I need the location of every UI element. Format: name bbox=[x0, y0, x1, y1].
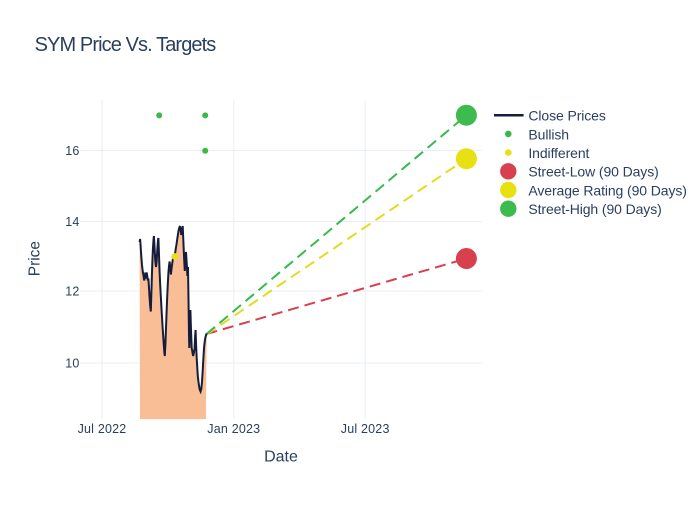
svg-text:Jan 2023: Jan 2023 bbox=[207, 422, 260, 436]
svg-text:Street-Low (90 Days): Street-Low (90 Days) bbox=[528, 164, 658, 180]
svg-text:16: 16 bbox=[65, 144, 79, 158]
svg-text:Average Rating (90 Days): Average Rating (90 Days) bbox=[528, 182, 686, 198]
svg-text:Price: Price bbox=[26, 241, 43, 276]
svg-text:14: 14 bbox=[65, 215, 79, 229]
svg-text:Date: Date bbox=[264, 449, 298, 466]
svg-text:Close Prices: Close Prices bbox=[528, 108, 605, 124]
svg-text:Jul 2022: Jul 2022 bbox=[78, 422, 127, 436]
svg-text:Street-High (90 Days): Street-High (90 Days) bbox=[528, 201, 661, 217]
svg-text:Bullish: Bullish bbox=[528, 126, 569, 142]
svg-text:Jul 2023: Jul 2023 bbox=[341, 422, 390, 436]
svg-text:10: 10 bbox=[65, 357, 79, 371]
svg-text:SYM Price Vs. Targets: SYM Price Vs. Targets bbox=[35, 34, 217, 56]
svg-text:Indifferent: Indifferent bbox=[528, 145, 589, 161]
svg-text:12: 12 bbox=[65, 285, 79, 299]
